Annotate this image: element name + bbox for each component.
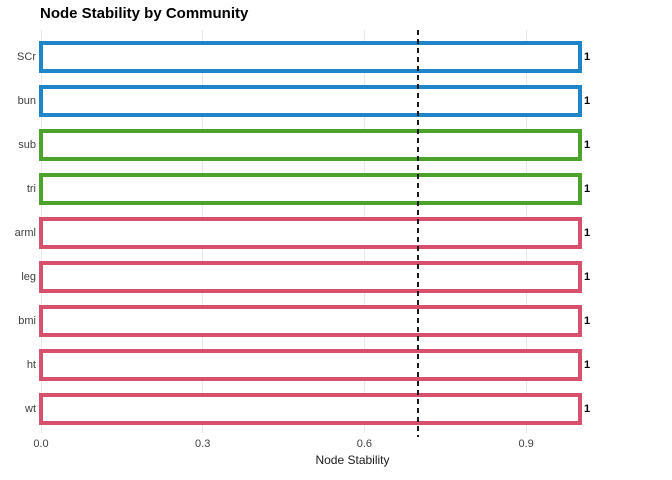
bar-value-label: 1 — [584, 51, 591, 63]
bar-value-label: 1 — [584, 271, 591, 283]
bar-value-label: 1 — [584, 227, 591, 239]
y-tick-label-tri: tri — [26, 183, 36, 195]
bar-value-label: 1 — [584, 315, 591, 327]
chart-title: Node Stability by Community — [40, 5, 249, 22]
bar-arml — [39, 217, 582, 249]
plot-panel: 1 1 1 1 1 1 1 1 1 — [39, 30, 665, 437]
bar-value-label: 1 — [584, 95, 591, 107]
bar-value-label: 1 — [584, 183, 591, 195]
y-tick-label-wt: wt — [25, 403, 36, 415]
y-tick-label-SCr: SCr — [17, 51, 36, 63]
bar-value-label: 1 — [584, 403, 591, 415]
y-tick-label-ht: ht — [26, 359, 36, 371]
x-tick-label: 0.6 — [356, 438, 373, 450]
bar-wt — [39, 393, 582, 425]
x-axis-title: Node Stability — [315, 453, 390, 467]
bar-bmi — [39, 305, 582, 337]
x-tick-label: 0.9 — [518, 438, 534, 450]
bar-SCr — [39, 41, 582, 73]
bar-value-label: 1 — [584, 359, 591, 371]
threshold-line — [417, 30, 420, 437]
bar-leg — [39, 261, 582, 293]
y-tick-label-leg: leg — [21, 271, 36, 283]
bar-value-label: 1 — [584, 139, 591, 151]
y-tick-label-arml: arml — [14, 227, 36, 239]
bar-tri — [39, 173, 582, 205]
x-tick-label: 0.0 — [33, 438, 49, 450]
bar-bun — [39, 85, 582, 117]
y-tick-label-bmi: bmi — [18, 315, 36, 327]
bar-sub — [39, 129, 582, 161]
bar-ht — [39, 349, 582, 381]
y-tick-label-sub: sub — [18, 139, 36, 151]
x-tick-label: 0.3 — [195, 438, 211, 450]
y-tick-label-bun: bun — [17, 95, 36, 107]
